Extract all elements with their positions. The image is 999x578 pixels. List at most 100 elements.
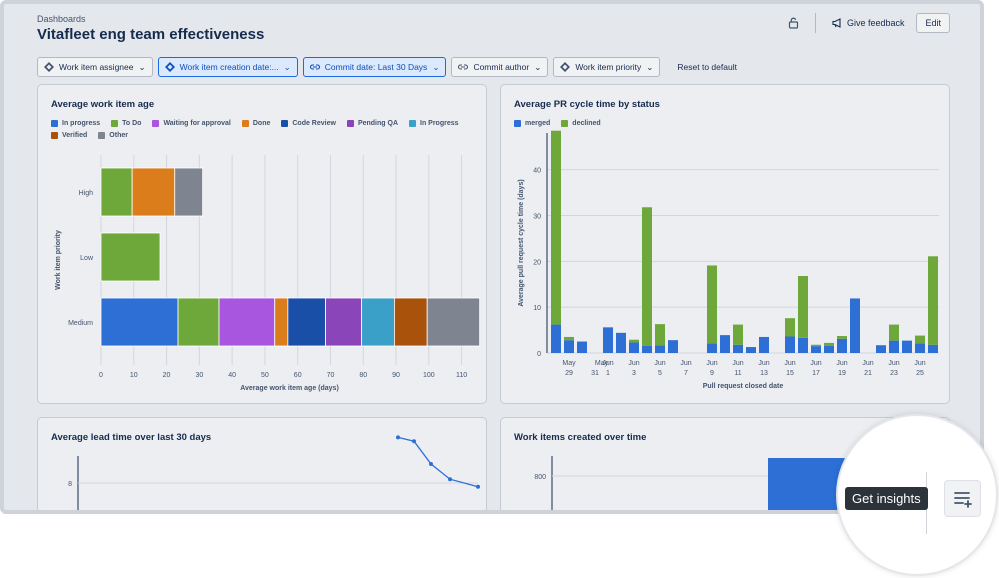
chart-title: Average lead time over last 30 days	[51, 432, 212, 443]
legend-swatch	[346, 120, 354, 127]
chevron-down-icon: ⌄	[138, 61, 146, 72]
filter-creation-date[interactable]: Work item creation date:... ⌄	[157, 57, 298, 77]
bar-merged	[902, 340, 912, 353]
give-feedback-label: Give feedback	[846, 18, 905, 28]
legend-swatch	[514, 120, 521, 127]
breadcrumb[interactable]: Dashboards	[37, 14, 86, 24]
bar-merged	[551, 324, 561, 353]
legend-label: Waiting for approval	[163, 120, 231, 127]
unlock-icon[interactable]	[785, 14, 803, 32]
x-tick-label: 7	[684, 370, 688, 377]
y-tick-label: 10	[533, 305, 541, 312]
bar-segment	[174, 167, 204, 217]
legend-item[interactable]: Pending QA	[346, 120, 398, 127]
edit-button[interactable]: Edit	[916, 13, 950, 33]
bar-merged	[603, 327, 613, 353]
jira-icon	[164, 62, 175, 72]
legend-swatch	[241, 120, 249, 127]
y-tick-label: 800	[534, 474, 546, 481]
filter-commit-author[interactable]: Commit author ⌄	[451, 57, 549, 77]
chart-card-work-item-age: Average work item age In progress To Do Wa…	[37, 84, 487, 404]
x-tick-label: Jun	[810, 360, 821, 367]
y-tick-label: 8	[68, 481, 72, 488]
legend-item[interactable]: declined	[561, 120, 601, 127]
bar-declined	[889, 324, 899, 341]
give-feedback-button[interactable]: Give feedback	[828, 15, 909, 31]
x-tick-label: 0	[99, 372, 103, 379]
bar-merged	[824, 345, 834, 353]
legend-item[interactable]: Code Review	[281, 120, 336, 127]
bar-merged	[798, 337, 808, 353]
filter-commit-date[interactable]: Commit date: Last 30 Days ⌄	[302, 57, 447, 77]
line-point	[412, 439, 416, 444]
bar-merged	[889, 340, 899, 353]
legend-label: In Progress	[420, 120, 459, 127]
filter-priority-label: Work item priority	[575, 62, 642, 72]
y-axis-label: Average pull request cycle time (days)	[518, 179, 525, 306]
x-tick-label: 17	[812, 370, 820, 377]
legend-label: Code Review	[292, 120, 336, 127]
y-tick-label: 0	[537, 351, 541, 358]
x-tick-label: Jun	[654, 360, 665, 367]
x-tick-label: Jun	[680, 360, 691, 367]
x-tick-label: Jun	[784, 360, 795, 367]
legend-label: To Do	[122, 120, 142, 127]
bar-merged	[668, 340, 678, 353]
x-tick-label: Jun	[732, 360, 743, 367]
x-tick-label: 1	[606, 370, 610, 377]
bar-merged	[629, 342, 639, 353]
filter-priority[interactable]: Work item priority ⌄	[553, 57, 661, 77]
bar-segment	[325, 297, 363, 347]
line-point	[476, 484, 480, 489]
filter-assignee[interactable]: Work item assignee ⌄	[37, 57, 153, 77]
bar-declined	[915, 335, 925, 344]
filter-creation-date-label: Work item creation date:...	[179, 62, 279, 72]
bar-declined	[811, 344, 821, 347]
bar-segment	[361, 297, 395, 347]
legend-item[interactable]: In Progress	[409, 120, 459, 127]
legend-label: Pending QA	[357, 120, 398, 127]
x-tick-label: 80	[359, 372, 367, 379]
x-tick-label: 23	[890, 370, 898, 377]
legend-item[interactable]: Other	[98, 132, 128, 139]
legend-item[interactable]: In progress	[51, 120, 100, 127]
line-point	[429, 462, 433, 466]
page-title: Vitafleet eng team effectiveness	[37, 26, 265, 43]
legend-swatch	[281, 120, 289, 127]
bar-merged	[707, 343, 717, 353]
legend-swatch	[111, 120, 119, 127]
y-axis-label: Work item priority	[55, 230, 62, 290]
legend-swatch	[51, 120, 58, 127]
legend-item[interactable]: To Do	[111, 120, 141, 127]
get-insights-button[interactable]	[944, 480, 981, 517]
x-tick-label: 13	[760, 370, 768, 377]
y-tick-label: 20	[533, 259, 541, 266]
legend-item[interactable]: merged	[514, 120, 550, 127]
reset-to-default-button[interactable]: Reset to default	[677, 62, 737, 72]
bar-merged	[928, 344, 938, 353]
chart-card-pr-cycle-time: Average PR cycle time by status merged de…	[500, 84, 950, 404]
line-series	[397, 436, 479, 488]
pr-cycle-time-chart: 0 10 20 30 40 Average pull request cycle time…	[518, 130, 939, 390]
x-tick-label: Jun	[836, 360, 847, 367]
bar-segment	[100, 297, 179, 347]
legend-item[interactable]: Done	[241, 120, 270, 127]
x-tick-label: 31	[591, 370, 599, 377]
bar-declined	[707, 265, 717, 344]
x-tick-label: 15	[786, 370, 794, 377]
chevron-down-icon: ⌄	[283, 61, 291, 72]
bar-segment	[274, 297, 289, 347]
legend-item[interactable]: Waiting for approval	[152, 120, 231, 127]
chart-card-lead-time: Average lead time over last 30 days 8	[37, 417, 487, 510]
x-tick-label: 3	[632, 370, 636, 377]
x-tick-label: 60	[294, 372, 302, 379]
x-tick-label: 10	[130, 372, 138, 379]
legend-item[interactable]: Verified	[51, 132, 87, 139]
link-icon	[458, 64, 469, 70]
bar-segment	[426, 297, 481, 347]
bar-segment	[100, 167, 133, 217]
filter-bar: Work item assignee ⌄ Work item creation …	[37, 57, 749, 77]
megaphone-icon	[832, 18, 841, 28]
y-tick-label: Medium	[68, 320, 93, 327]
bar-declined	[655, 324, 665, 346]
